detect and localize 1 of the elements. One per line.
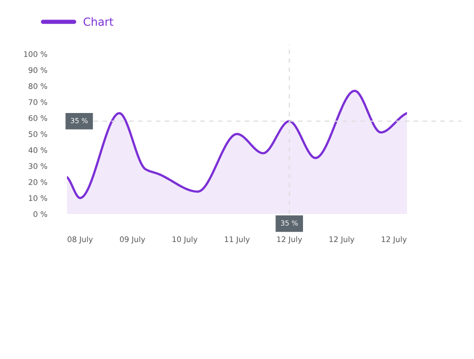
legend-label: Chart bbox=[84, 17, 114, 26]
